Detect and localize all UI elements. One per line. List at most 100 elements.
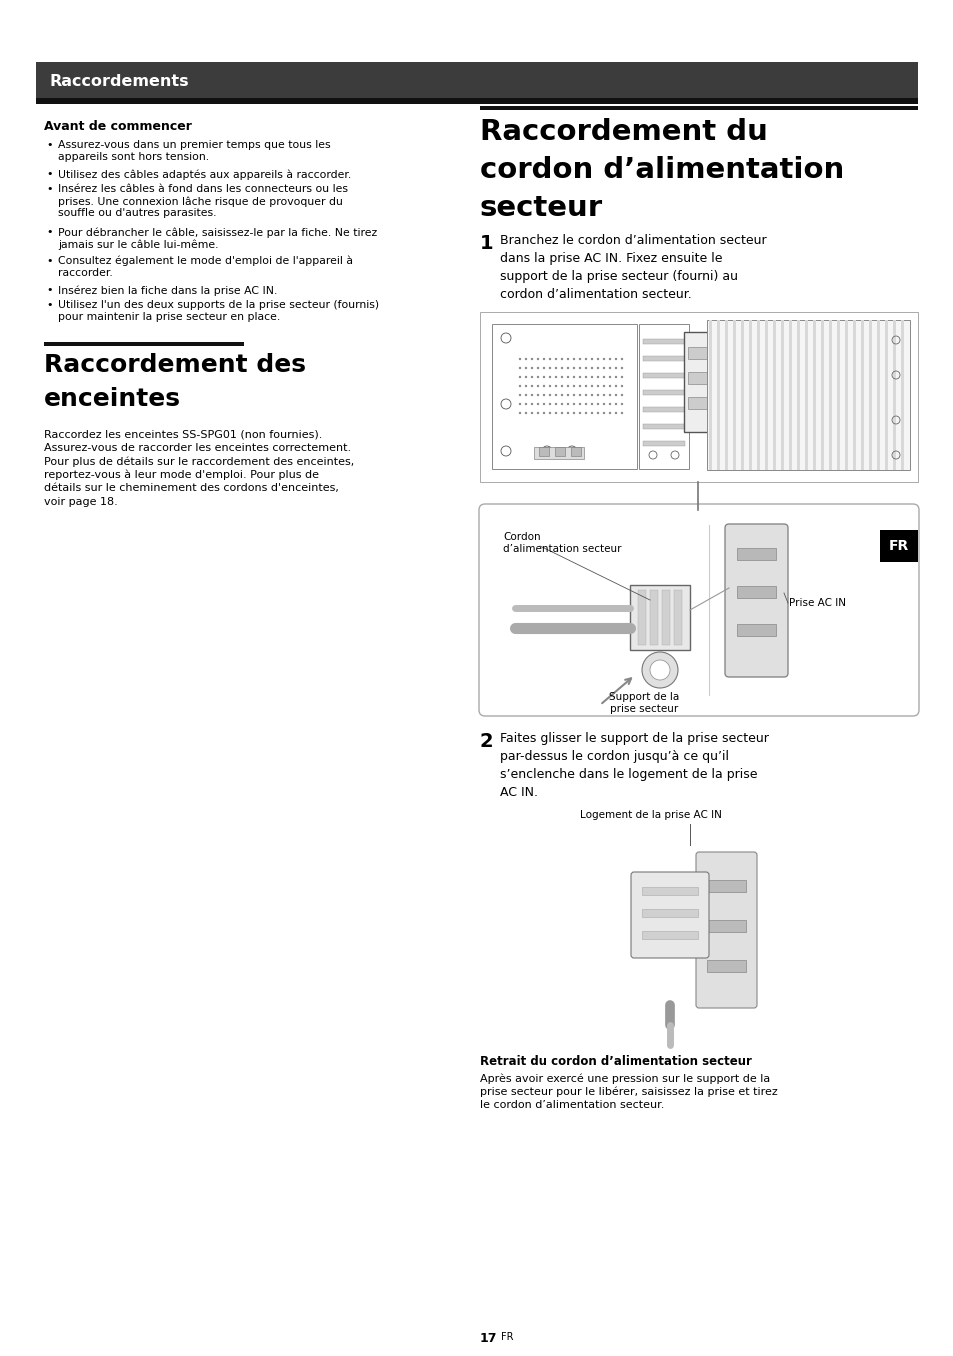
Circle shape: [548, 403, 551, 405]
Circle shape: [530, 412, 533, 414]
Circle shape: [518, 403, 520, 405]
Bar: [571, 447, 580, 456]
Circle shape: [548, 358, 551, 361]
Circle shape: [584, 385, 587, 388]
Circle shape: [548, 367, 551, 369]
Circle shape: [614, 385, 617, 388]
Text: Insérez bien la fiche dans la prise AC IN.: Insérez bien la fiche dans la prise AC I…: [58, 285, 277, 296]
Bar: [821, 320, 823, 471]
Bar: [642, 391, 684, 395]
Circle shape: [620, 393, 622, 396]
Bar: [479, 312, 917, 481]
Text: Utilisez l'un des deux supports de la prise secteur (fournis)
pour maintenir la : Utilisez l'un des deux supports de la pr…: [58, 301, 378, 323]
Bar: [687, 347, 707, 359]
Circle shape: [584, 412, 587, 414]
Bar: [737, 548, 775, 560]
Bar: [861, 320, 863, 471]
Circle shape: [566, 367, 569, 369]
Circle shape: [590, 358, 593, 361]
Circle shape: [518, 393, 520, 396]
Text: secteur: secteur: [479, 194, 602, 222]
Bar: [641, 887, 698, 895]
Circle shape: [566, 376, 569, 378]
Circle shape: [555, 376, 557, 378]
Text: Branchez le cordon d’alimentation secteur
dans la prise AC IN. Fixez ensuite le
: Branchez le cordon d’alimentation secteu…: [499, 235, 766, 301]
Circle shape: [572, 385, 575, 388]
Circle shape: [614, 403, 617, 405]
Circle shape: [602, 412, 604, 414]
Bar: [36, 62, 917, 98]
Text: voir page 18.: voir page 18.: [44, 498, 117, 507]
Text: Raccordement du: Raccordement du: [479, 118, 767, 146]
Bar: [492, 324, 637, 469]
Text: Cordon
d’alimentation secteur: Cordon d’alimentation secteur: [502, 532, 620, 553]
Circle shape: [555, 367, 557, 369]
Circle shape: [602, 358, 604, 361]
Text: Logement de la prise AC IN: Logement de la prise AC IN: [579, 810, 721, 820]
Text: Raccordez les enceintes SS-SPG01 (non fournies).: Raccordez les enceintes SS-SPG01 (non fo…: [44, 430, 322, 439]
Circle shape: [524, 367, 527, 369]
Circle shape: [566, 385, 569, 388]
Bar: [717, 320, 720, 471]
Circle shape: [620, 403, 622, 405]
Circle shape: [555, 412, 557, 414]
Bar: [884, 320, 887, 471]
FancyBboxPatch shape: [724, 523, 787, 677]
Bar: [706, 880, 745, 892]
Circle shape: [537, 412, 538, 414]
Circle shape: [537, 403, 538, 405]
Text: Faites glisser le support de la prise secteur
par-dessus le cordon jusqu’à ce qu: Faites glisser le support de la prise se…: [499, 732, 768, 799]
Text: Prise AC IN: Prise AC IN: [788, 598, 845, 607]
Text: •: •: [46, 256, 52, 266]
Bar: [687, 397, 707, 410]
Circle shape: [542, 358, 544, 361]
Circle shape: [584, 358, 587, 361]
Text: enceintes: enceintes: [44, 388, 181, 411]
Text: 1: 1: [479, 235, 493, 254]
Circle shape: [548, 412, 551, 414]
Text: •: •: [46, 170, 52, 179]
Text: Raccordements: Raccordements: [50, 73, 190, 88]
Circle shape: [530, 403, 533, 405]
Circle shape: [608, 412, 611, 414]
Circle shape: [548, 376, 551, 378]
Circle shape: [530, 358, 533, 361]
Circle shape: [524, 385, 527, 388]
Bar: [661, 590, 669, 645]
Circle shape: [530, 367, 533, 369]
Circle shape: [608, 376, 611, 378]
Circle shape: [578, 403, 580, 405]
Bar: [642, 339, 684, 344]
Text: •: •: [46, 226, 52, 237]
Circle shape: [597, 412, 598, 414]
Circle shape: [614, 393, 617, 396]
Circle shape: [524, 403, 527, 405]
Bar: [732, 320, 735, 471]
FancyBboxPatch shape: [630, 872, 708, 957]
FancyBboxPatch shape: [696, 852, 757, 1008]
Circle shape: [542, 367, 544, 369]
Circle shape: [584, 376, 587, 378]
Text: prise secteur pour le libérer, saisissez la prise et tirez: prise secteur pour le libérer, saisissez…: [479, 1086, 777, 1097]
Circle shape: [518, 412, 520, 414]
Circle shape: [614, 367, 617, 369]
Circle shape: [537, 376, 538, 378]
Circle shape: [524, 358, 527, 361]
Circle shape: [602, 403, 604, 405]
Circle shape: [590, 393, 593, 396]
Text: FR: FR: [500, 1332, 513, 1342]
Bar: [683, 332, 711, 433]
Bar: [649, 590, 658, 645]
Circle shape: [524, 393, 527, 396]
Bar: [706, 960, 745, 972]
Circle shape: [602, 376, 604, 378]
Text: cordon d’alimentation: cordon d’alimentation: [479, 156, 843, 184]
Text: •: •: [46, 285, 52, 296]
Circle shape: [597, 393, 598, 396]
Circle shape: [608, 367, 611, 369]
Text: Assurez-vous de raccorder les enceintes correctement.: Assurez-vous de raccorder les enceintes …: [44, 443, 351, 453]
Circle shape: [555, 358, 557, 361]
Bar: [868, 320, 871, 471]
Bar: [804, 320, 807, 471]
Circle shape: [614, 412, 617, 414]
